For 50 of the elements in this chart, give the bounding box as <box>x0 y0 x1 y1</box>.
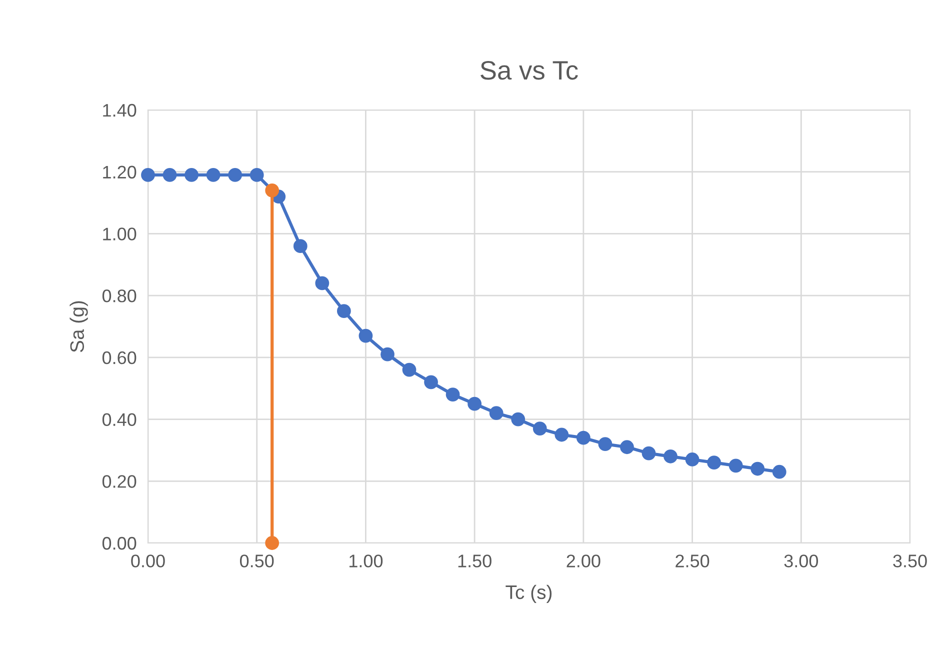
point <box>265 183 280 198</box>
y-tick-label: 0.80 <box>102 290 136 302</box>
y-tick-label: 0.20 <box>102 475 136 488</box>
y-tick-label: 0.60 <box>102 351 136 364</box>
x-tick-label: 3.50 <box>893 554 927 568</box>
x-tick-label: 1.50 <box>458 554 492 568</box>
point <box>685 452 700 466</box>
point <box>424 375 438 390</box>
x-tick-label: 1.00 <box>350 554 383 568</box>
point <box>642 446 656 460</box>
point <box>576 430 590 445</box>
point <box>728 458 743 473</box>
x-tick-label: 2.00 <box>566 554 600 568</box>
point <box>750 462 765 476</box>
point <box>162 168 177 182</box>
y-axis-title: Sa (g) <box>70 301 88 352</box>
point <box>772 464 786 479</box>
point <box>664 449 678 464</box>
point <box>532 422 547 436</box>
point <box>598 437 612 451</box>
point <box>707 456 721 470</box>
chart-title: Sa vs Tc <box>480 61 578 80</box>
point <box>620 440 634 454</box>
point <box>337 304 351 318</box>
point <box>293 239 308 254</box>
point <box>554 428 569 442</box>
point <box>206 168 220 182</box>
point <box>315 276 330 290</box>
y-tick-label: 1.20 <box>103 166 136 179</box>
y-tick-label: 1.40 <box>103 104 136 117</box>
point <box>141 168 155 182</box>
x-tick-label: 0.50 <box>240 554 274 568</box>
point <box>228 168 242 182</box>
point <box>250 168 264 182</box>
point <box>265 536 280 550</box>
point <box>380 347 394 362</box>
y-tick-label: 0.00 <box>102 536 136 550</box>
point <box>468 396 482 411</box>
point <box>402 362 416 377</box>
x-axis-title: Tc (s) <box>506 584 552 603</box>
point <box>446 388 460 402</box>
x-tick-label: 3.00 <box>784 554 818 568</box>
point <box>358 328 373 343</box>
x-tick-label: 2.50 <box>676 554 710 568</box>
x-tick-label: 0.00 <box>131 554 165 568</box>
point <box>511 412 526 426</box>
point <box>184 168 198 182</box>
point <box>489 406 504 420</box>
y-tick-label: 0.40 <box>102 413 136 426</box>
y-tick-label: 1.00 <box>103 228 136 240</box>
